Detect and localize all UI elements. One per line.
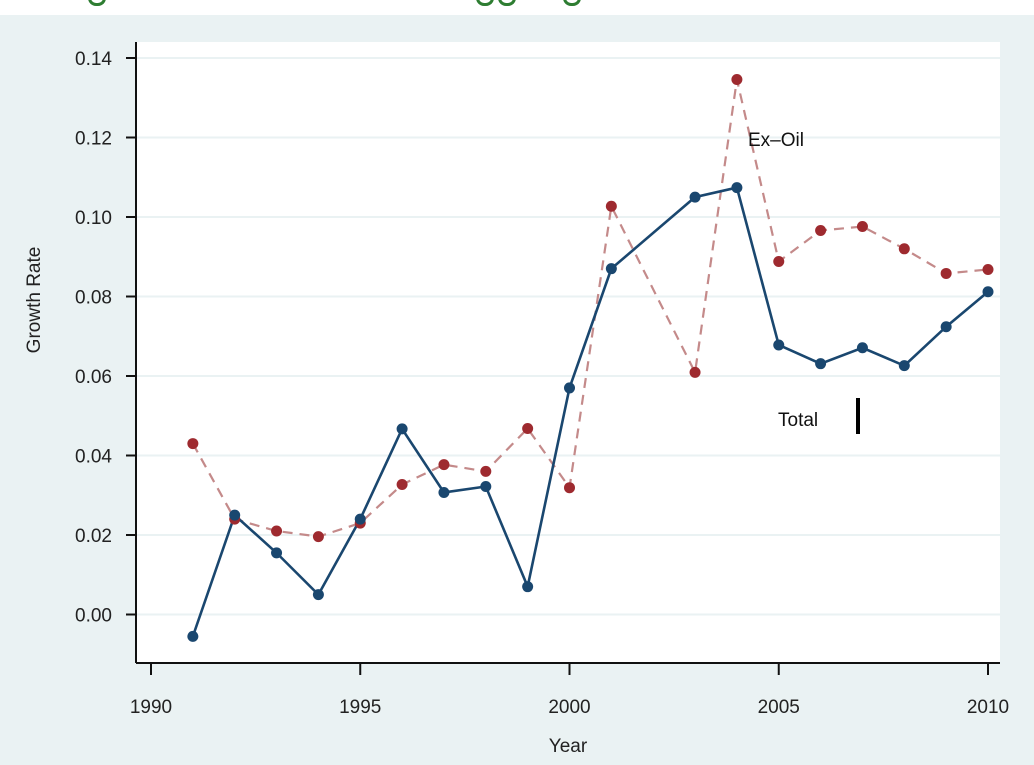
exoil-marker (856, 221, 868, 233)
total-marker (271, 547, 283, 559)
total-marker (731, 182, 743, 194)
graph-region: 0.00 0.02 0.04 0.06 0.08 0.10 0.12 0.14 1990 199… (0, 15, 1034, 765)
total-marker (438, 486, 450, 498)
line-chart: 0.000.020.040.060.080.100.120.14 1990 199… (24, 42, 1009, 757)
text-cursor-mark (856, 398, 860, 434)
y-tick-label: 0.10 (75, 208, 112, 229)
total-marker (480, 481, 492, 493)
total-marker (187, 630, 199, 642)
total-marker (773, 339, 785, 351)
cropped-title-strip (0, 0, 1034, 15)
y-tick-label: 0.06 (75, 367, 112, 388)
series-markers (187, 73, 994, 642)
total-marker (522, 581, 534, 593)
title-glyph-fragment (88, 0, 106, 6)
total-marker (396, 423, 408, 435)
exoil-marker (815, 225, 827, 237)
x-tick-label: 2005 (758, 697, 800, 718)
exoil-marker (898, 243, 910, 255)
exoil-marker (564, 482, 575, 494)
total-marker (815, 358, 827, 370)
exoil-marker (605, 200, 617, 212)
y-tick-label: 0.02 (75, 526, 112, 547)
total-marker (940, 321, 952, 333)
total-marker (605, 263, 617, 275)
total-marker (898, 360, 910, 372)
total-annotation: Total (778, 410, 818, 431)
y-tick-label: 0.00 (75, 606, 112, 627)
total-marker (354, 513, 366, 525)
exoil-marker (438, 459, 450, 471)
title-glyph-fragment (476, 0, 494, 6)
plot-area (136, 42, 1000, 663)
exoil-marker (773, 256, 785, 268)
y-axis-ticks: 0.00 0.02 0.04 0.06 0.08 0.10 0.12 0.14 (75, 49, 136, 627)
x-tick-label: 1990 (130, 697, 172, 718)
y-tick-label: 0.04 (75, 447, 112, 468)
exoil-marker (312, 531, 324, 543)
exoil-marker (480, 465, 492, 477)
x-tick-label: 2000 (548, 697, 590, 718)
x-tick-label: 2010 (967, 697, 1009, 718)
total-marker (312, 589, 324, 601)
title-glyph-fragment (498, 0, 516, 6)
exoil-marker (982, 263, 994, 275)
y-tick-label: 0.12 (75, 129, 112, 150)
x-tick-label: 1995 (339, 697, 381, 718)
y-axis-title: Growth Rate (24, 247, 45, 354)
exoil-marker (731, 73, 743, 85)
total-marker (982, 286, 994, 298)
exoil-marker (396, 479, 408, 491)
title-glyph-fragment (563, 0, 581, 6)
total-marker (689, 191, 701, 203)
gridlines (137, 57, 1000, 616)
exoil-marker (187, 438, 199, 450)
x-axis-ticks: 1990 1995 2000 2005 2010 (130, 663, 1009, 718)
y-tick-label: 0.14 (75, 49, 112, 70)
x-axis-title: Year (549, 736, 588, 757)
exoil-marker (940, 267, 952, 279)
total-marker (229, 509, 241, 521)
exoil-annotation: Ex–Oil (748, 130, 804, 151)
total-marker (856, 342, 868, 354)
total-marker (564, 382, 575, 394)
exoil-marker (271, 525, 283, 537)
y-tick-label: 0.08 (75, 288, 112, 309)
exoil-marker (689, 366, 701, 378)
exoil-marker (522, 422, 534, 434)
